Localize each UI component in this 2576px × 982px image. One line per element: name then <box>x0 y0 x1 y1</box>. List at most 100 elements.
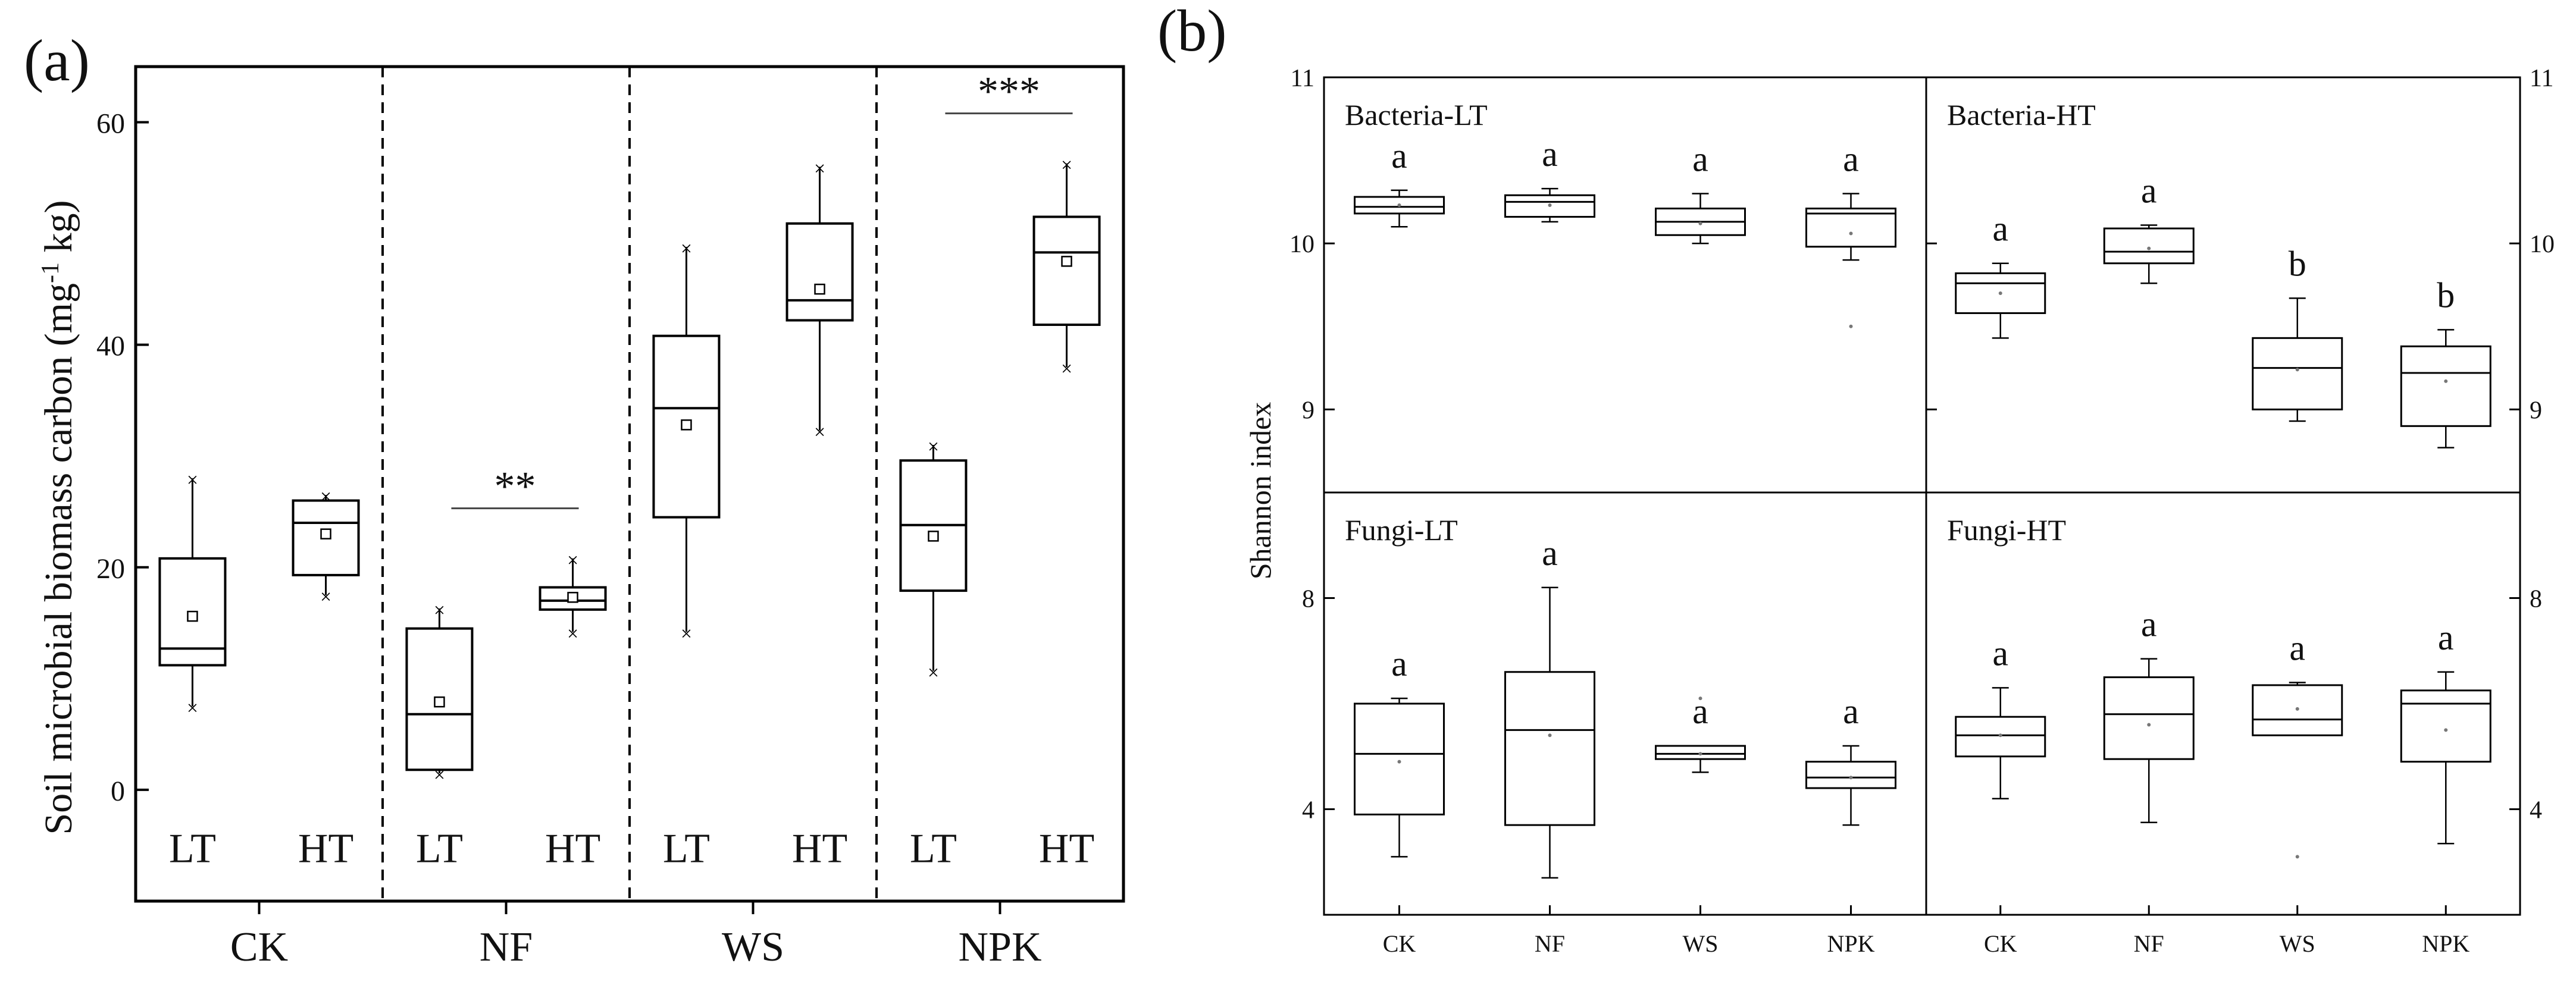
mean-marker <box>928 531 939 542</box>
mean-marker <box>2444 728 2448 732</box>
panel-b-label: (b) <box>1157 0 1227 64</box>
significance-letter: a <box>2438 618 2454 657</box>
ylabel-main: Soil microbial biomass carbon (mg <box>37 283 80 835</box>
extreme-marker: × <box>928 662 939 684</box>
y-tick-label-right: 8 <box>2530 586 2542 613</box>
significance-letter: a <box>1843 692 1859 731</box>
mean-marker <box>2295 368 2299 372</box>
box <box>2400 345 2492 427</box>
y-tick-label: 11 <box>1291 65 1314 92</box>
box <box>1354 702 1445 815</box>
significance-letter: a <box>1692 692 1708 731</box>
mean-marker <box>1397 203 1401 207</box>
box <box>539 586 607 611</box>
x-tick-label: NPK <box>958 924 1041 970</box>
mean-marker <box>1397 760 1401 764</box>
panel-b: (b) Shannon index Bacteria-LT 9 10 11 a a a a Ba… <box>1157 0 2555 957</box>
y-tick-label: 9 <box>1302 397 1314 424</box>
x-tick-label: CK <box>1984 930 2017 957</box>
sub-label: LT <box>910 826 957 872</box>
x-tick-label: CK <box>1383 930 1416 957</box>
box <box>405 627 474 771</box>
box <box>652 334 721 519</box>
y-tick-label: 0 <box>111 776 125 807</box>
outlier-point <box>1849 324 1853 328</box>
box <box>1955 272 2046 314</box>
box <box>1955 716 2046 758</box>
box <box>1504 194 1595 218</box>
mean-marker <box>814 283 825 295</box>
mean-marker <box>1698 752 1702 756</box>
sub-label: HT <box>792 826 847 872</box>
significance-letter: a <box>1992 209 2008 249</box>
panel-a-y-axis-label: Soil microbial biomass carbon (mg-1 kg) <box>37 200 80 835</box>
mean-marker <box>1548 733 1552 738</box>
y-tick-label-right: 11 <box>2530 65 2553 92</box>
y-tick-label-right: 9 <box>2530 397 2542 424</box>
mean-marker <box>2295 707 2299 711</box>
extreme-marker: × <box>681 238 692 260</box>
mean-marker <box>567 592 578 603</box>
x-tick-label: WS <box>1683 930 1719 957</box>
y-tick-label: 10 <box>1289 231 1314 258</box>
sub-label: LT <box>663 826 710 872</box>
mean-marker <box>187 610 198 622</box>
mean-marker <box>1849 776 1853 780</box>
mean-marker <box>1849 231 1853 236</box>
box <box>2103 676 2195 760</box>
panel-a: (a) Soil microbial biomass carbon (mg-1 … <box>24 27 1125 970</box>
significance-letter: a <box>2141 171 2157 210</box>
x-tick-label: WS <box>2280 930 2315 957</box>
mean-marker <box>320 528 331 539</box>
extreme-marker: × <box>814 158 825 180</box>
box <box>158 557 227 667</box>
sub-label: HT <box>1039 826 1094 872</box>
outlier-point <box>2295 855 2299 859</box>
panel-a-label: (a) <box>24 27 90 93</box>
significance-letter: a <box>1692 139 1708 178</box>
mean-marker <box>1998 291 2002 295</box>
ylabel-end: kg) <box>37 200 80 262</box>
y-tick-label-right: 4 <box>2530 797 2542 824</box>
extreme-marker: × <box>928 436 939 458</box>
box <box>1354 196 1445 215</box>
mean-marker <box>2444 379 2448 383</box>
mean-marker <box>2147 246 2151 250</box>
extreme-marker: × <box>187 469 198 491</box>
y-tick-label: 60 <box>96 108 125 140</box>
box <box>1032 215 1101 326</box>
x-tick-label: NF <box>2134 930 2164 957</box>
extreme-marker: × <box>320 586 331 608</box>
significance-letter: a <box>1542 534 1558 573</box>
box <box>1805 761 1896 789</box>
significance-letter: a <box>2141 605 2157 644</box>
significance-letter: a <box>1542 134 1558 174</box>
extreme-marker: × <box>814 422 825 444</box>
mean-marker <box>1548 203 1552 207</box>
plot-frame <box>1323 76 2521 916</box>
subpanel-title: Bacteria-HT <box>1947 98 2096 131</box>
x-tick-label: NPK <box>1827 930 1874 957</box>
outlier-point <box>1698 697 1702 701</box>
significance-letter: a <box>2289 629 2305 668</box>
extreme-marker: × <box>681 623 692 645</box>
y-tick-label: 40 <box>96 331 125 362</box>
mean-marker <box>681 419 692 431</box>
box <box>785 222 854 322</box>
extreme-marker: × <box>567 623 578 645</box>
sub-label: HT <box>298 826 353 872</box>
ylabel-superscript: -1 <box>37 262 64 283</box>
sub-label: LT <box>416 826 463 872</box>
mean-marker <box>2147 723 2151 727</box>
y-tick-label: 4 <box>1302 797 1314 824</box>
significance-letter: b <box>2437 275 2455 315</box>
significance-label: ** <box>494 464 536 510</box>
x-tick-label: CK <box>230 924 288 970</box>
extreme-marker: × <box>1061 155 1072 177</box>
extreme-marker: × <box>434 764 445 786</box>
y-tick-label-right: 10 <box>2530 231 2555 258</box>
mean-marker <box>1061 256 1072 267</box>
subpanel-title: Fungi-LT <box>1345 513 1458 547</box>
extreme-marker: × <box>434 600 445 622</box>
box <box>1805 208 1896 248</box>
